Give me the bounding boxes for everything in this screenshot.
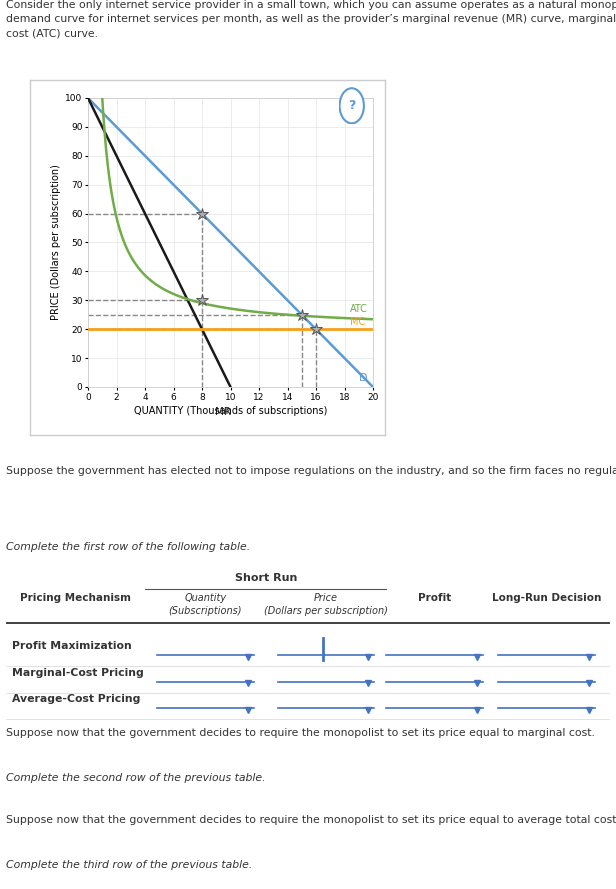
Text: Complete the third row of the previous table.: Complete the third row of the previous t…	[6, 860, 253, 870]
Text: Suppose now that the government decides to require the monopolist to set its pri: Suppose now that the government decides …	[6, 728, 595, 739]
Text: Complete the second row of the previous table.: Complete the second row of the previous …	[6, 773, 265, 783]
Text: ?: ?	[348, 100, 355, 112]
Text: Average-Cost Pricing: Average-Cost Pricing	[12, 694, 140, 704]
Text: Quantity
(Subscriptions): Quantity (Subscriptions)	[169, 593, 242, 616]
Text: MR: MR	[216, 407, 232, 417]
Y-axis label: PRICE (Dollars per subscription): PRICE (Dollars per subscription)	[51, 164, 61, 320]
Text: Pricing Mechanism: Pricing Mechanism	[20, 593, 131, 604]
Text: Complete the first row of the following table.: Complete the first row of the following …	[6, 541, 251, 552]
Circle shape	[339, 88, 364, 124]
X-axis label: QUANTITY (Thousands of subscriptions): QUANTITY (Thousands of subscriptions)	[134, 405, 327, 416]
Text: Profit: Profit	[418, 593, 452, 604]
Text: D: D	[359, 372, 367, 382]
Text: Profit Maximization: Profit Maximization	[12, 641, 132, 651]
Text: ATC: ATC	[351, 304, 368, 314]
Text: MC: MC	[351, 316, 365, 327]
Text: Marginal-Cost Pricing: Marginal-Cost Pricing	[12, 668, 144, 677]
Text: Short Run: Short Run	[235, 573, 297, 583]
Text: Price
(Dollars per subscription): Price (Dollars per subscription)	[264, 593, 388, 616]
Text: Suppose the government has elected not to impose regulations on the industry, an: Suppose the government has elected not t…	[6, 466, 616, 477]
Text: Suppose now that the government decides to require the monopolist to set its pri: Suppose now that the government decides …	[6, 815, 616, 826]
Text: Long-Run Decision: Long-Run Decision	[492, 593, 601, 604]
Text: Consider the only internet service provider in a small town, which you can assum: Consider the only internet service provi…	[6, 0, 616, 38]
